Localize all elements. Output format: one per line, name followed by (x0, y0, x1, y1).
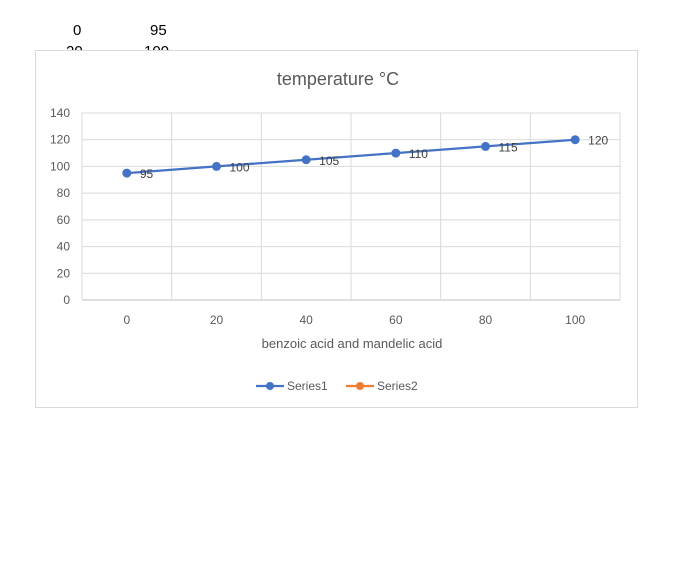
y-tick-label: 0 (63, 293, 70, 307)
data-point (122, 168, 132, 178)
chart-canvas: temperature °C 0 20 40 60 80 100 120 140 0 20 40 6… (50, 69, 621, 393)
x-tick-label: 20 (210, 313, 224, 327)
y-tick-label: 80 (57, 186, 71, 200)
y-tick-label: 120 (50, 133, 70, 147)
y-tick-label: 20 (57, 266, 71, 280)
data-point (481, 141, 490, 151)
data-point (212, 161, 221, 171)
sheet-cell-a1[interactable]: 0 (73, 22, 82, 39)
data-point (570, 135, 580, 145)
plot-series: 95 100 105 110 115 120 (122, 134, 609, 181)
y-axis-ticks: 0 20 40 60 80 100 120 140 (50, 106, 70, 307)
data-label: 120 (588, 134, 608, 148)
y-tick-label: 40 (57, 240, 71, 254)
x-tick-label: 60 (389, 313, 403, 327)
x-tick-label: 0 (123, 313, 130, 327)
legend-marker (266, 382, 274, 390)
x-tick-label: 80 (479, 313, 493, 327)
data-point (301, 155, 311, 165)
legend-marker (356, 382, 364, 390)
series-line (126, 138, 576, 175)
data-label: 95 (140, 167, 154, 181)
grid-lines (81, 112, 621, 301)
x-axis-title: benzoic acid and mandelic acid (262, 336, 443, 351)
data-label: 100 (230, 160, 250, 174)
data-point (391, 148, 401, 158)
x-tick-label: 40 (299, 313, 313, 327)
sheet-cell-b1[interactable]: 95 (150, 22, 167, 39)
chart-frame[interactable]: temperature °C 0 20 40 60 80 100 120 140 0 20 40 6… (35, 50, 638, 408)
chart-title: temperature °C (277, 69, 399, 89)
data-label: 105 (319, 154, 339, 168)
y-tick-label: 140 (50, 106, 70, 120)
data-label: 115 (499, 140, 518, 154)
data-label: 110 (409, 147, 428, 161)
x-tick-label: 100 (565, 313, 585, 327)
y-tick-label: 100 (50, 159, 70, 173)
y-tick-label: 60 (57, 213, 71, 227)
legend-label: Series2 (377, 379, 418, 393)
legend-label: Series1 (287, 379, 328, 393)
x-axis-ticks: 0 20 40 60 80 100 (123, 313, 585, 327)
legend: Series1 Series2 (256, 379, 418, 393)
